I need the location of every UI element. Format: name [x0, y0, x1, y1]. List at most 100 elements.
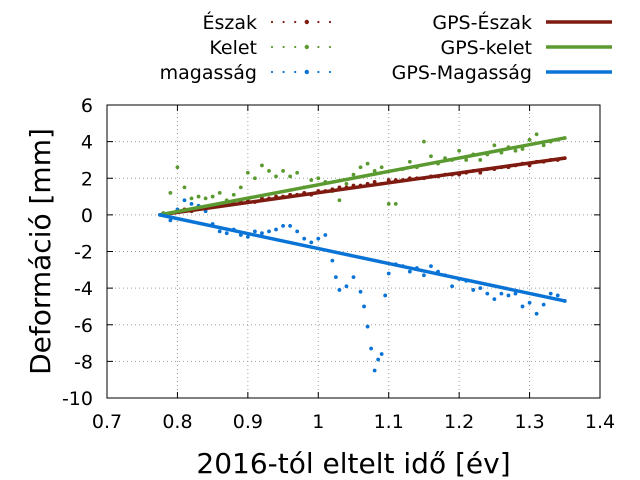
data-point	[274, 227, 278, 232]
legend-swatch	[304, 69, 309, 75]
data-point	[541, 302, 546, 307]
data-point	[295, 170, 300, 175]
data-point	[281, 223, 285, 228]
data-point	[492, 143, 497, 148]
legend-swatch	[294, 70, 297, 74]
x-tick-label: 1.3	[514, 411, 544, 433]
data-point	[168, 191, 173, 195]
series-4	[158, 136, 567, 217]
data-point	[407, 159, 412, 164]
x-axis-label: 2016-tól eltelt idő [év]	[196, 447, 510, 480]
data-point	[337, 288, 342, 292]
y-tick-label: 0	[81, 205, 93, 227]
legend-label: magasság	[160, 62, 257, 84]
data-point	[210, 194, 215, 199]
data-point	[464, 158, 469, 162]
data-point	[196, 194, 201, 199]
y-tick-label: 4	[81, 132, 93, 154]
data-point	[245, 170, 250, 175]
data-point	[295, 229, 300, 234]
data-point	[513, 291, 518, 296]
data-point	[351, 172, 356, 177]
data-point	[253, 229, 257, 234]
data-point	[281, 169, 285, 173]
legend-swatch	[282, 45, 285, 49]
legend-swatch	[270, 45, 274, 49]
data-point	[520, 147, 525, 151]
series-line	[158, 213, 567, 303]
y-tick-label: -8	[74, 351, 93, 373]
y-axis-label: Deformáció [mm]	[24, 128, 57, 375]
data-point	[344, 181, 349, 186]
data-point	[358, 165, 363, 170]
data-point	[386, 271, 391, 276]
data-point	[386, 201, 391, 206]
data-point	[217, 191, 222, 195]
data-point	[541, 143, 546, 148]
data-point	[288, 174, 293, 179]
data-point	[217, 229, 222, 234]
data-point	[471, 288, 476, 292]
data-point	[548, 291, 553, 296]
legend-label: GPS-Magasság	[392, 62, 532, 84]
data-point	[224, 231, 229, 236]
data-point	[238, 185, 243, 190]
legend-swatch	[270, 20, 274, 24]
data-point	[555, 293, 560, 298]
data-point	[351, 275, 356, 280]
data-point	[253, 176, 257, 181]
data-point	[168, 218, 173, 223]
data-point	[362, 304, 366, 309]
data-point	[383, 293, 388, 298]
legend-entry: GPS-kelet	[440, 37, 612, 59]
series-line	[158, 156, 567, 217]
data-point	[429, 264, 433, 269]
data-point	[267, 169, 271, 173]
data-point	[365, 161, 370, 166]
data-point	[393, 201, 398, 206]
data-point	[267, 229, 271, 234]
data-point	[379, 165, 384, 170]
legend-swatch	[294, 45, 297, 49]
data-point	[407, 269, 412, 274]
x-tick-label: 1	[312, 411, 324, 433]
legend-label: Kelet	[209, 37, 257, 59]
legend-entry: GPS-Magasság	[392, 62, 612, 84]
data-point	[376, 357, 381, 362]
legend-swatch	[328, 45, 332, 49]
data-point	[422, 139, 426, 144]
data-point	[182, 185, 187, 190]
y-tick-label: 6	[81, 95, 93, 117]
data-point	[506, 293, 511, 298]
data-point	[485, 291, 490, 296]
y-tick-label: -2	[74, 242, 93, 264]
data-point	[231, 192, 236, 197]
data-point	[372, 368, 377, 373]
data-point	[499, 291, 504, 296]
x-tick-label: 1.1	[374, 411, 404, 433]
data-point	[429, 154, 433, 159]
legend-swatch	[304, 19, 309, 25]
y-tick-label: -6	[74, 315, 93, 337]
series-5	[158, 213, 567, 303]
legend-swatch	[328, 70, 332, 74]
data-point	[358, 289, 363, 294]
data-point	[260, 231, 264, 236]
data-point	[492, 297, 497, 302]
data-point	[330, 258, 335, 263]
data-point	[527, 300, 532, 305]
data-point	[513, 148, 518, 153]
legend-swatch	[317, 20, 320, 24]
data-point	[333, 275, 338, 280]
series-2	[161, 198, 567, 373]
y-tick-label: 2	[81, 168, 93, 190]
x-tick-label: 0.7	[92, 411, 122, 433]
data-point	[309, 240, 314, 245]
data-point	[203, 196, 208, 201]
data-point	[189, 201, 194, 206]
data-point	[344, 284, 349, 289]
data-point	[260, 163, 264, 168]
data-point	[422, 273, 426, 278]
x-tick-label: 1.4	[585, 411, 615, 433]
